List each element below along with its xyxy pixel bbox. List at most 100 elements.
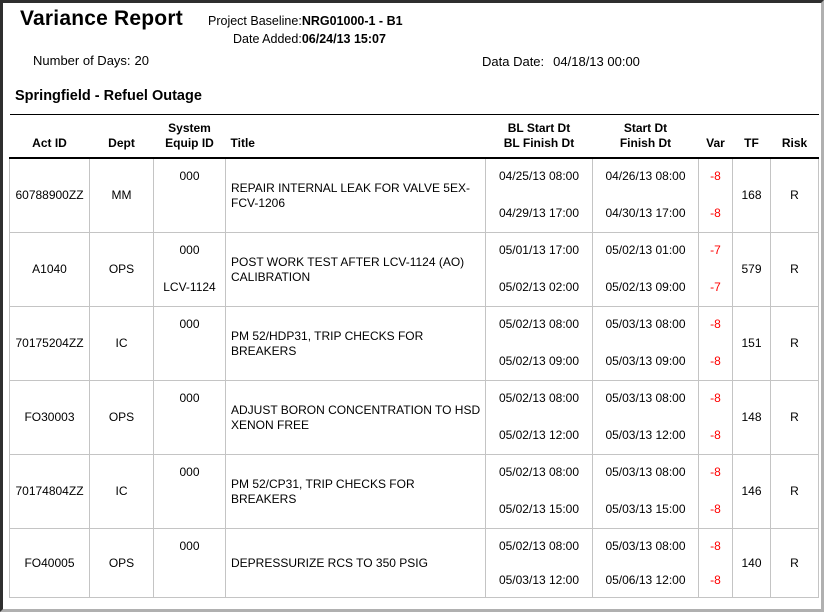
date-added-value: 06/24/13 15:07 — [301, 32, 386, 46]
table-row: 70174804ZZ IC 000 PM 52/CP31, TRIP CHECK… — [9, 454, 819, 529]
col-header-system-equip-id: System Equip ID — [153, 114, 226, 159]
cell-system-equip-id: 000 — [153, 306, 226, 381]
cell-tf: 140 — [732, 528, 771, 598]
finish-date: 05/02/13 09:00 — [605, 280, 686, 294]
var-value-finish: -8 — [710, 354, 721, 368]
cell-system-equip-id: 000 — [153, 380, 226, 455]
col-header-title: Title — [225, 114, 486, 159]
table-row: 70175204ZZ IC 000 PM 52/HDP31, TRIP CHEC… — [9, 306, 819, 381]
date-added-label: Date Added: — [233, 32, 302, 46]
cell-bl-dates: 05/02/13 08:00 05/02/13 09:00 — [485, 306, 593, 381]
bl-start-date: 04/25/13 08:00 — [498, 169, 580, 183]
cell-risk: R — [770, 528, 819, 598]
cell-tf: 148 — [732, 380, 771, 455]
cell-title: REPAIR INTERNAL LEAK FOR VALVE 5EX-FCV-1… — [225, 157, 486, 233]
report-meta: Project Baseline: NRG01000-1 - B1 Date A… — [208, 12, 403, 48]
bl-finish-date: 05/02/13 12:00 — [498, 428, 580, 442]
table-row: FO30003 OPS 000 ADJUST BORON CONCENTRATI… — [9, 380, 819, 455]
project-baseline-label: Project Baseline: — [208, 14, 302, 28]
finish-date: 04/30/13 17:00 — [605, 206, 686, 220]
cell-tf: 151 — [732, 306, 771, 381]
var-value-finish: -8 — [710, 573, 721, 587]
cell-start-dates: 05/03/13 08:00 05/03/13 15:00 — [592, 454, 699, 529]
cell-start-dates: 05/02/13 01:00 05/02/13 09:00 — [592, 232, 699, 307]
cell-title: PM 52/CP31, TRIP CHECKS FOR BREAKERS — [225, 454, 486, 529]
finish-date: 05/03/13 12:00 — [605, 428, 686, 442]
project-baseline-value: NRG01000-1 - B1 — [301, 14, 403, 28]
cell-tf: 146 — [732, 454, 771, 529]
cell-start-dates: 04/26/13 08:00 04/30/13 17:00 — [592, 157, 699, 233]
start-date: 04/26/13 08:00 — [605, 169, 686, 183]
cell-dept: OPS — [89, 380, 154, 455]
cell-start-dates: 05/03/13 08:00 05/03/13 12:00 — [592, 380, 699, 455]
var-value-start: -8 — [710, 169, 721, 183]
data-date-value: 04/18/13 00:00 — [553, 54, 640, 69]
cell-act-id: FO30003 — [9, 380, 90, 455]
cell-system-equip-id: 000 — [153, 528, 226, 598]
equip-id-line2: LCV-1124 — [163, 280, 216, 294]
cell-title: PM 52/HDP31, TRIP CHECKS FOR BREAKERS — [225, 306, 486, 381]
bl-start-date: 05/02/13 08:00 — [498, 539, 580, 553]
cell-risk: R — [770, 157, 819, 233]
cell-risk: R — [770, 232, 819, 307]
cell-title: DEPRESSURIZE RCS TO 350 PSIG — [225, 528, 486, 598]
data-date: Data Date: 04/18/13 00:00 — [482, 54, 640, 69]
data-date-label: Data Date: — [482, 54, 545, 69]
bl-start-date: 05/02/13 08:00 — [498, 465, 580, 479]
cell-dept: IC — [89, 454, 154, 529]
col-header-tf: TF — [732, 114, 771, 159]
start-date: 05/02/13 01:00 — [605, 243, 686, 257]
cell-var: -8 -8 — [698, 306, 733, 381]
cell-bl-dates: 05/02/13 08:00 05/02/13 12:00 — [485, 380, 593, 455]
number-of-days-value: 20 — [134, 53, 150, 68]
var-value-finish: -8 — [710, 502, 721, 516]
cell-var: -8 -8 — [698, 157, 733, 233]
cell-title: POST WORK TEST AFTER LCV-1124 (AO) CALIB… — [225, 232, 486, 307]
finish-date: 05/03/13 15:00 — [605, 502, 686, 516]
cell-act-id: FO40005 — [9, 528, 90, 598]
bl-finish-date: 05/02/13 02:00 — [498, 280, 580, 294]
cell-start-dates: 05/03/13 08:00 05/03/13 09:00 — [592, 306, 699, 381]
equip-id-line1: 000 — [179, 465, 200, 479]
cell-act-id: 70175204ZZ — [9, 306, 90, 381]
bl-finish-date: 05/02/13 15:00 — [498, 502, 580, 516]
cell-risk: R — [770, 380, 819, 455]
cell-bl-dates: 05/01/13 17:00 05/02/13 02:00 — [485, 232, 593, 307]
cell-dept: IC — [89, 306, 154, 381]
cell-var: -8 -8 — [698, 528, 733, 598]
cell-act-id: 70174804ZZ — [9, 454, 90, 529]
cell-risk: R — [770, 454, 819, 529]
table-row: 60788900ZZ MM 000 REPAIR INTERNAL LEAK F… — [9, 157, 819, 233]
number-of-days: Number of Days: 20 — [33, 53, 149, 68]
bl-start-date: 05/01/13 17:00 — [498, 243, 580, 257]
cell-title: ADJUST BORON CONCENTRATION TO HSD XENON … — [225, 380, 486, 455]
project-section-title: Springfield - Refuel Outage — [15, 88, 202, 104]
var-value-start: -8 — [710, 539, 721, 553]
table-row: A1040 OPS 000 LCV-1124 POST WORK TEST AF… — [9, 232, 819, 307]
cell-act-id: 60788900ZZ — [9, 157, 90, 233]
col-header-act-id: Act ID — [9, 114, 90, 159]
variance-table-body: 60788900ZZ MM 000 REPAIR INTERNAL LEAK F… — [9, 157, 819, 598]
start-date: 05/03/13 08:00 — [605, 465, 686, 479]
equip-id-line1: 000 — [179, 539, 200, 553]
bl-start-date: 05/02/13 08:00 — [498, 317, 580, 331]
cell-var: -7 -7 — [698, 232, 733, 307]
cell-system-equip-id: 000 — [153, 157, 226, 233]
cell-act-id: A1040 — [9, 232, 90, 307]
start-date: 05/03/13 08:00 — [605, 317, 686, 331]
variance-table: Act ID Dept System Equip ID Title BL Sta… — [9, 114, 819, 598]
cell-dept: OPS — [89, 232, 154, 307]
cell-bl-dates: 05/02/13 08:00 05/02/13 15:00 — [485, 454, 593, 529]
bl-finish-date: 05/03/13 12:00 — [498, 573, 580, 587]
var-value-start: -8 — [710, 317, 721, 331]
col-header-var: Var — [698, 114, 733, 159]
cell-bl-dates: 04/25/13 08:00 04/29/13 17:00 — [485, 157, 593, 233]
var-value-finish: -8 — [710, 428, 721, 442]
bl-start-date: 05/02/13 08:00 — [498, 391, 580, 405]
finish-date: 05/06/13 12:00 — [605, 573, 686, 587]
number-of-days-label: Number of Days: — [33, 53, 131, 68]
cell-var: -8 -8 — [698, 454, 733, 529]
cell-tf: 168 — [732, 157, 771, 233]
cell-start-dates: 05/03/13 08:00 05/06/13 12:00 — [592, 528, 699, 598]
col-header-dept: Dept — [89, 114, 154, 159]
